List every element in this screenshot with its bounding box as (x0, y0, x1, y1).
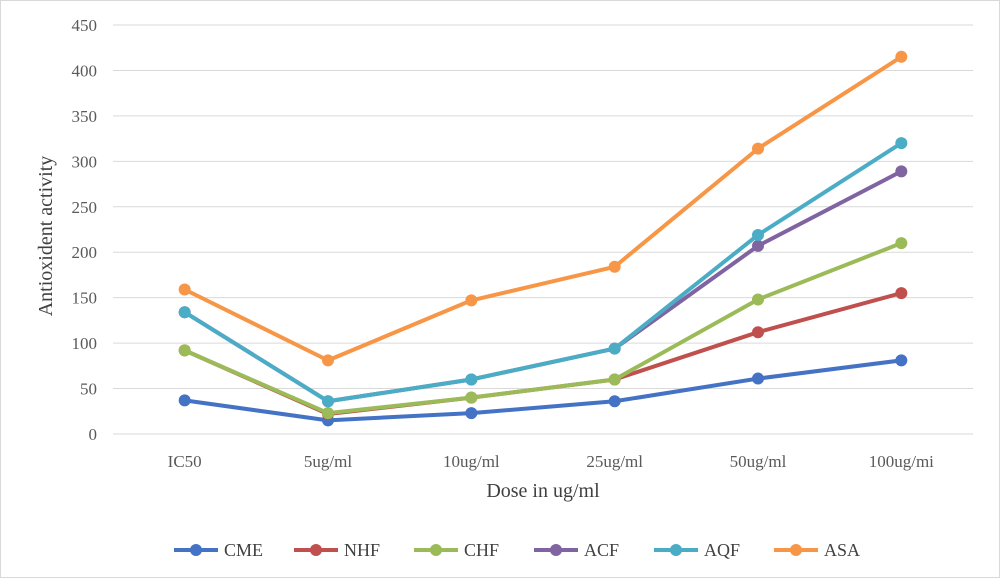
data-point-cme (752, 372, 764, 385)
y-tick-label: 400 (72, 61, 98, 80)
data-point-chf (608, 373, 621, 386)
data-point-cme (608, 395, 621, 408)
x-tick-label: 10ug/ml (443, 452, 500, 471)
data-point-asa (465, 294, 478, 307)
series-line-asa (182, 54, 904, 363)
series-lines (178, 50, 908, 427)
legend-item-asa: ASA (774, 540, 860, 560)
y-tick-label: 200 (72, 243, 98, 262)
legend-swatch-marker (790, 544, 802, 556)
y-tick-label: 100 (72, 334, 98, 353)
x-axis-title: Dose in ug/ml (486, 480, 600, 502)
data-point-nhf (895, 287, 908, 300)
legend-label: ASA (824, 540, 860, 560)
legend-item-chf: CHF (414, 540, 499, 560)
legend-item-nhf: NHF (294, 540, 380, 560)
series-line-cme (182, 358, 904, 423)
series-asa (178, 50, 908, 367)
y-tick-label: 250 (72, 198, 98, 217)
legend-swatch-marker (430, 544, 442, 556)
series-acf (178, 165, 908, 408)
x-tick-label: 5ug/ml (304, 452, 352, 471)
data-point-acf (752, 239, 764, 252)
legend-item-aqf: AQF (654, 540, 740, 560)
data-point-acf (895, 165, 908, 178)
data-point-aqf (178, 306, 191, 319)
legend-item-cme: CME (174, 540, 263, 560)
y-tick-label: 350 (72, 107, 98, 126)
series-aqf (178, 137, 908, 408)
data-point-cme (895, 354, 908, 367)
legend-swatch-marker (190, 544, 202, 556)
x-tick-label: 100ug/mi (869, 452, 934, 471)
legend-label: NHF (344, 540, 380, 560)
x-tick-label: 50ug/ml (730, 452, 787, 471)
data-point-asa (895, 50, 908, 63)
data-point-aqf (465, 373, 478, 386)
data-point-aqf (608, 342, 621, 355)
gridlines (113, 24, 973, 435)
series-line-aqf (182, 141, 904, 404)
data-point-aqf (895, 137, 908, 150)
data-point-chf (178, 344, 191, 357)
data-point-asa (608, 260, 621, 273)
legend-label: AQF (704, 540, 740, 560)
series-nhf (178, 287, 908, 421)
legend-swatch-marker (310, 544, 322, 556)
legend: CME NHF CHF ACF AQF ASA (174, 540, 860, 560)
data-point-chf (322, 407, 334, 420)
data-point-asa (178, 283, 191, 296)
y-tick-labels: 0 50 100 150 200 250 300 350 400 450 (72, 16, 98, 444)
legend-label: ACF (584, 540, 619, 560)
data-point-chf (465, 391, 478, 404)
data-point-cme (178, 394, 191, 407)
x-tick-label: IC50 (168, 452, 202, 471)
y-tick-label: 50 (80, 380, 97, 399)
legend-label: CME (224, 540, 263, 560)
x-tick-labels: IC50 5ug/ml 10ug/ml 25ug/ml 50ug/ml 100ug/mi (168, 452, 935, 471)
x-tick-label: 25ug/ml (586, 452, 643, 471)
data-point-chf (895, 237, 908, 250)
y-tick-label: 0 (89, 425, 98, 444)
data-point-cme (465, 407, 478, 420)
data-point-aqf (322, 395, 334, 408)
data-point-nhf (752, 326, 764, 339)
data-point-asa (322, 354, 334, 367)
data-point-aqf (752, 228, 764, 241)
legend-item-acf: ACF (534, 540, 619, 560)
series-line-chf (182, 241, 904, 416)
y-tick-label: 300 (72, 152, 98, 171)
data-point-asa (752, 142, 764, 155)
series-chf (178, 237, 908, 420)
legend-swatch-marker (550, 544, 562, 556)
y-tick-label: 450 (72, 16, 98, 35)
y-tick-label: 150 (72, 289, 98, 308)
data-point-chf (752, 293, 764, 306)
y-axis-title: Antioxident activity (35, 156, 57, 317)
legend-swatch-marker (670, 544, 682, 556)
legend-label: CHF (464, 540, 499, 560)
